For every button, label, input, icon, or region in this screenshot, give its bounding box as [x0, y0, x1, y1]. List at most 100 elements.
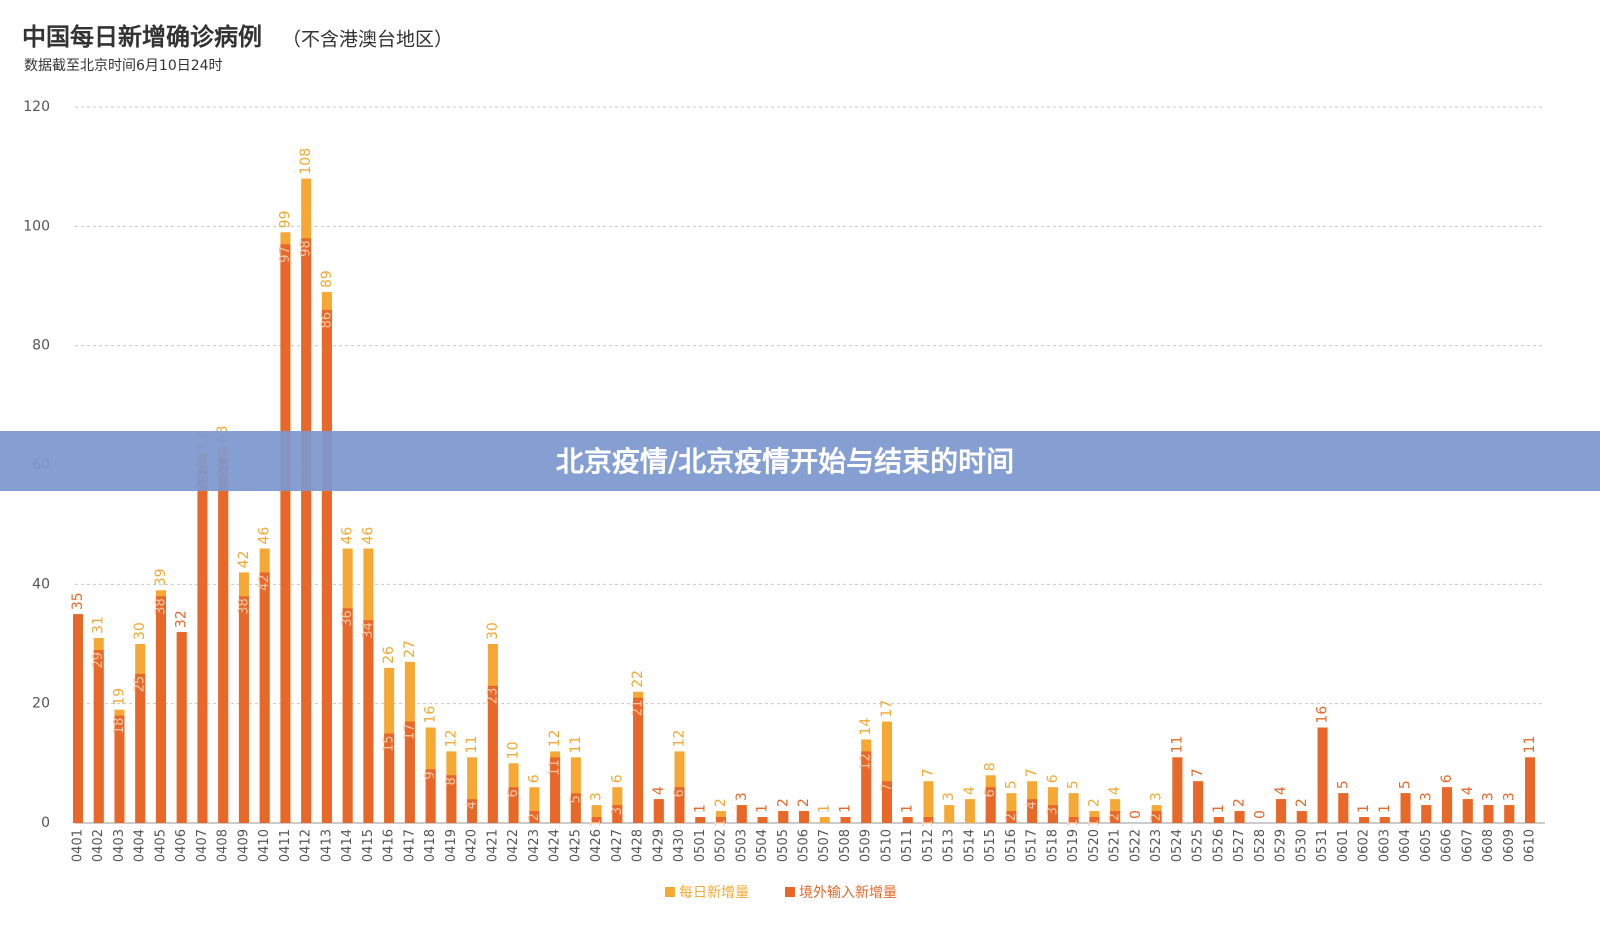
- value-label-total: 1: [755, 804, 771, 813]
- chart-title-note: （不含港澳台地区）: [282, 29, 453, 51]
- value-label-total: 3: [589, 792, 605, 801]
- bar-imported: [1421, 805, 1432, 823]
- x-tick-label: 0505: [776, 829, 791, 862]
- bar-imported: [197, 470, 208, 823]
- x-tick-label: 0518: [1045, 829, 1060, 862]
- x-tick-label: 0608: [1481, 829, 1496, 862]
- x-tick-label: 0415: [361, 829, 376, 862]
- value-label-imported: 18: [112, 718, 127, 735]
- value-label-total: 0: [1128, 810, 1144, 819]
- x-tick-label: 0409: [236, 829, 251, 862]
- bar-imported: [778, 811, 789, 823]
- value-label-total: 4: [962, 786, 978, 795]
- bar-imported: [633, 697, 644, 823]
- value-label-total: 2: [713, 798, 729, 807]
- x-tick-label: 0602: [1357, 829, 1372, 862]
- value-label-total: 32: [174, 610, 190, 628]
- x-tick-label: 0427: [610, 829, 625, 862]
- x-tick-label: 0502: [714, 829, 729, 862]
- value-label-total: 16: [423, 706, 439, 724]
- value-label-imported: 29: [91, 652, 106, 669]
- value-label-imported: 3: [610, 807, 625, 815]
- x-tick-label: 0519: [1066, 829, 1081, 862]
- bar-imported: [1483, 805, 1494, 823]
- x-tick-label: 0529: [1274, 829, 1289, 862]
- value-label-total: 3: [1501, 792, 1517, 801]
- bar-total: [591, 805, 602, 823]
- value-label-total: 1: [837, 804, 853, 813]
- bar-imported: [1379, 817, 1390, 823]
- x-tick-label: 0531: [1315, 829, 1330, 862]
- value-label-total: 2: [796, 798, 812, 807]
- bar-imported: [1234, 811, 1245, 823]
- x-tick-label: 0416: [382, 829, 397, 862]
- value-label-total: 1: [692, 804, 708, 813]
- bar-imported: [176, 632, 187, 823]
- x-tick-label: 0506: [797, 829, 812, 862]
- value-label-total: 5: [1066, 780, 1082, 789]
- value-label-total: 1: [900, 804, 916, 813]
- x-tick-label: 0401: [71, 829, 86, 862]
- value-label-imported: 38: [153, 598, 168, 615]
- value-label-total: 11: [464, 736, 480, 754]
- bar-imported: [1442, 787, 1453, 823]
- banner-title: 北京疫情/北京疫情开始与结束的时间: [556, 445, 1014, 478]
- x-tick-label: 0405: [153, 829, 168, 862]
- y-tick-label: 40: [32, 576, 50, 592]
- x-tick-label: 0521: [1108, 829, 1123, 862]
- bar-imported: [93, 649, 104, 823]
- bar-imported: [570, 793, 581, 823]
- bar-imported: [1276, 799, 1287, 823]
- x-tick-label: 0423: [527, 829, 542, 862]
- x-tick-label: 0420: [465, 829, 480, 862]
- y-tick-label: 0: [41, 815, 50, 831]
- x-tick-label: 0524: [1170, 829, 1185, 862]
- bar-imported: [902, 817, 913, 823]
- x-tick-label: 0421: [485, 829, 500, 862]
- bar-imported: [840, 817, 851, 823]
- value-label-imported: 97: [278, 246, 293, 263]
- x-tick-label: 0517: [1025, 829, 1040, 862]
- value-label-total: 2: [1086, 798, 1102, 807]
- value-label-total: 46: [360, 527, 376, 545]
- value-label-imported: 5: [568, 795, 583, 803]
- bar-imported: [550, 757, 561, 823]
- value-label-total: 11: [1169, 736, 1185, 754]
- x-tick-label: 0417: [402, 829, 417, 862]
- value-label-total: 2: [1232, 798, 1248, 807]
- bar-imported: [1359, 817, 1370, 823]
- value-label-imported: 2: [1004, 813, 1019, 821]
- value-label-imported: 42: [257, 574, 272, 591]
- bar-imported: [716, 817, 727, 823]
- x-tick-label: 0412: [299, 829, 314, 862]
- bar-total: [1006, 793, 1017, 823]
- value-label-imported: 15: [382, 736, 397, 753]
- x-tick-label: 0414: [340, 829, 355, 862]
- value-label-imported: 1: [714, 819, 729, 827]
- bar-imported: [674, 787, 685, 823]
- value-label-total: 22: [630, 670, 646, 688]
- x-tick-label: 0607: [1460, 829, 1475, 862]
- value-label-total: 30: [132, 622, 148, 640]
- bar-total: [467, 757, 478, 823]
- value-label-total: 17: [879, 700, 895, 718]
- bar-imported: [425, 769, 436, 823]
- x-tick-label: 0501: [693, 829, 708, 862]
- value-label-total: 11: [568, 736, 584, 754]
- x-tick-label: 0424: [548, 829, 563, 862]
- value-label-imported: 1: [1087, 819, 1102, 827]
- x-tick-label: 0528: [1253, 829, 1268, 862]
- x-tick-label: 0530: [1294, 829, 1309, 862]
- bar-imported: [446, 775, 457, 823]
- value-label-imported: 7: [879, 783, 894, 791]
- value-label-total: 4: [1107, 786, 1123, 795]
- value-label-imported: 6: [983, 789, 998, 797]
- value-label-total: 16: [1315, 706, 1331, 724]
- value-label-total: 2: [775, 798, 791, 807]
- bar-imported: [1047, 805, 1058, 823]
- bar-imported: [923, 817, 934, 823]
- bar-imported: [799, 811, 809, 823]
- value-label-imported: 11: [548, 759, 563, 776]
- bar-imported: [1110, 811, 1121, 823]
